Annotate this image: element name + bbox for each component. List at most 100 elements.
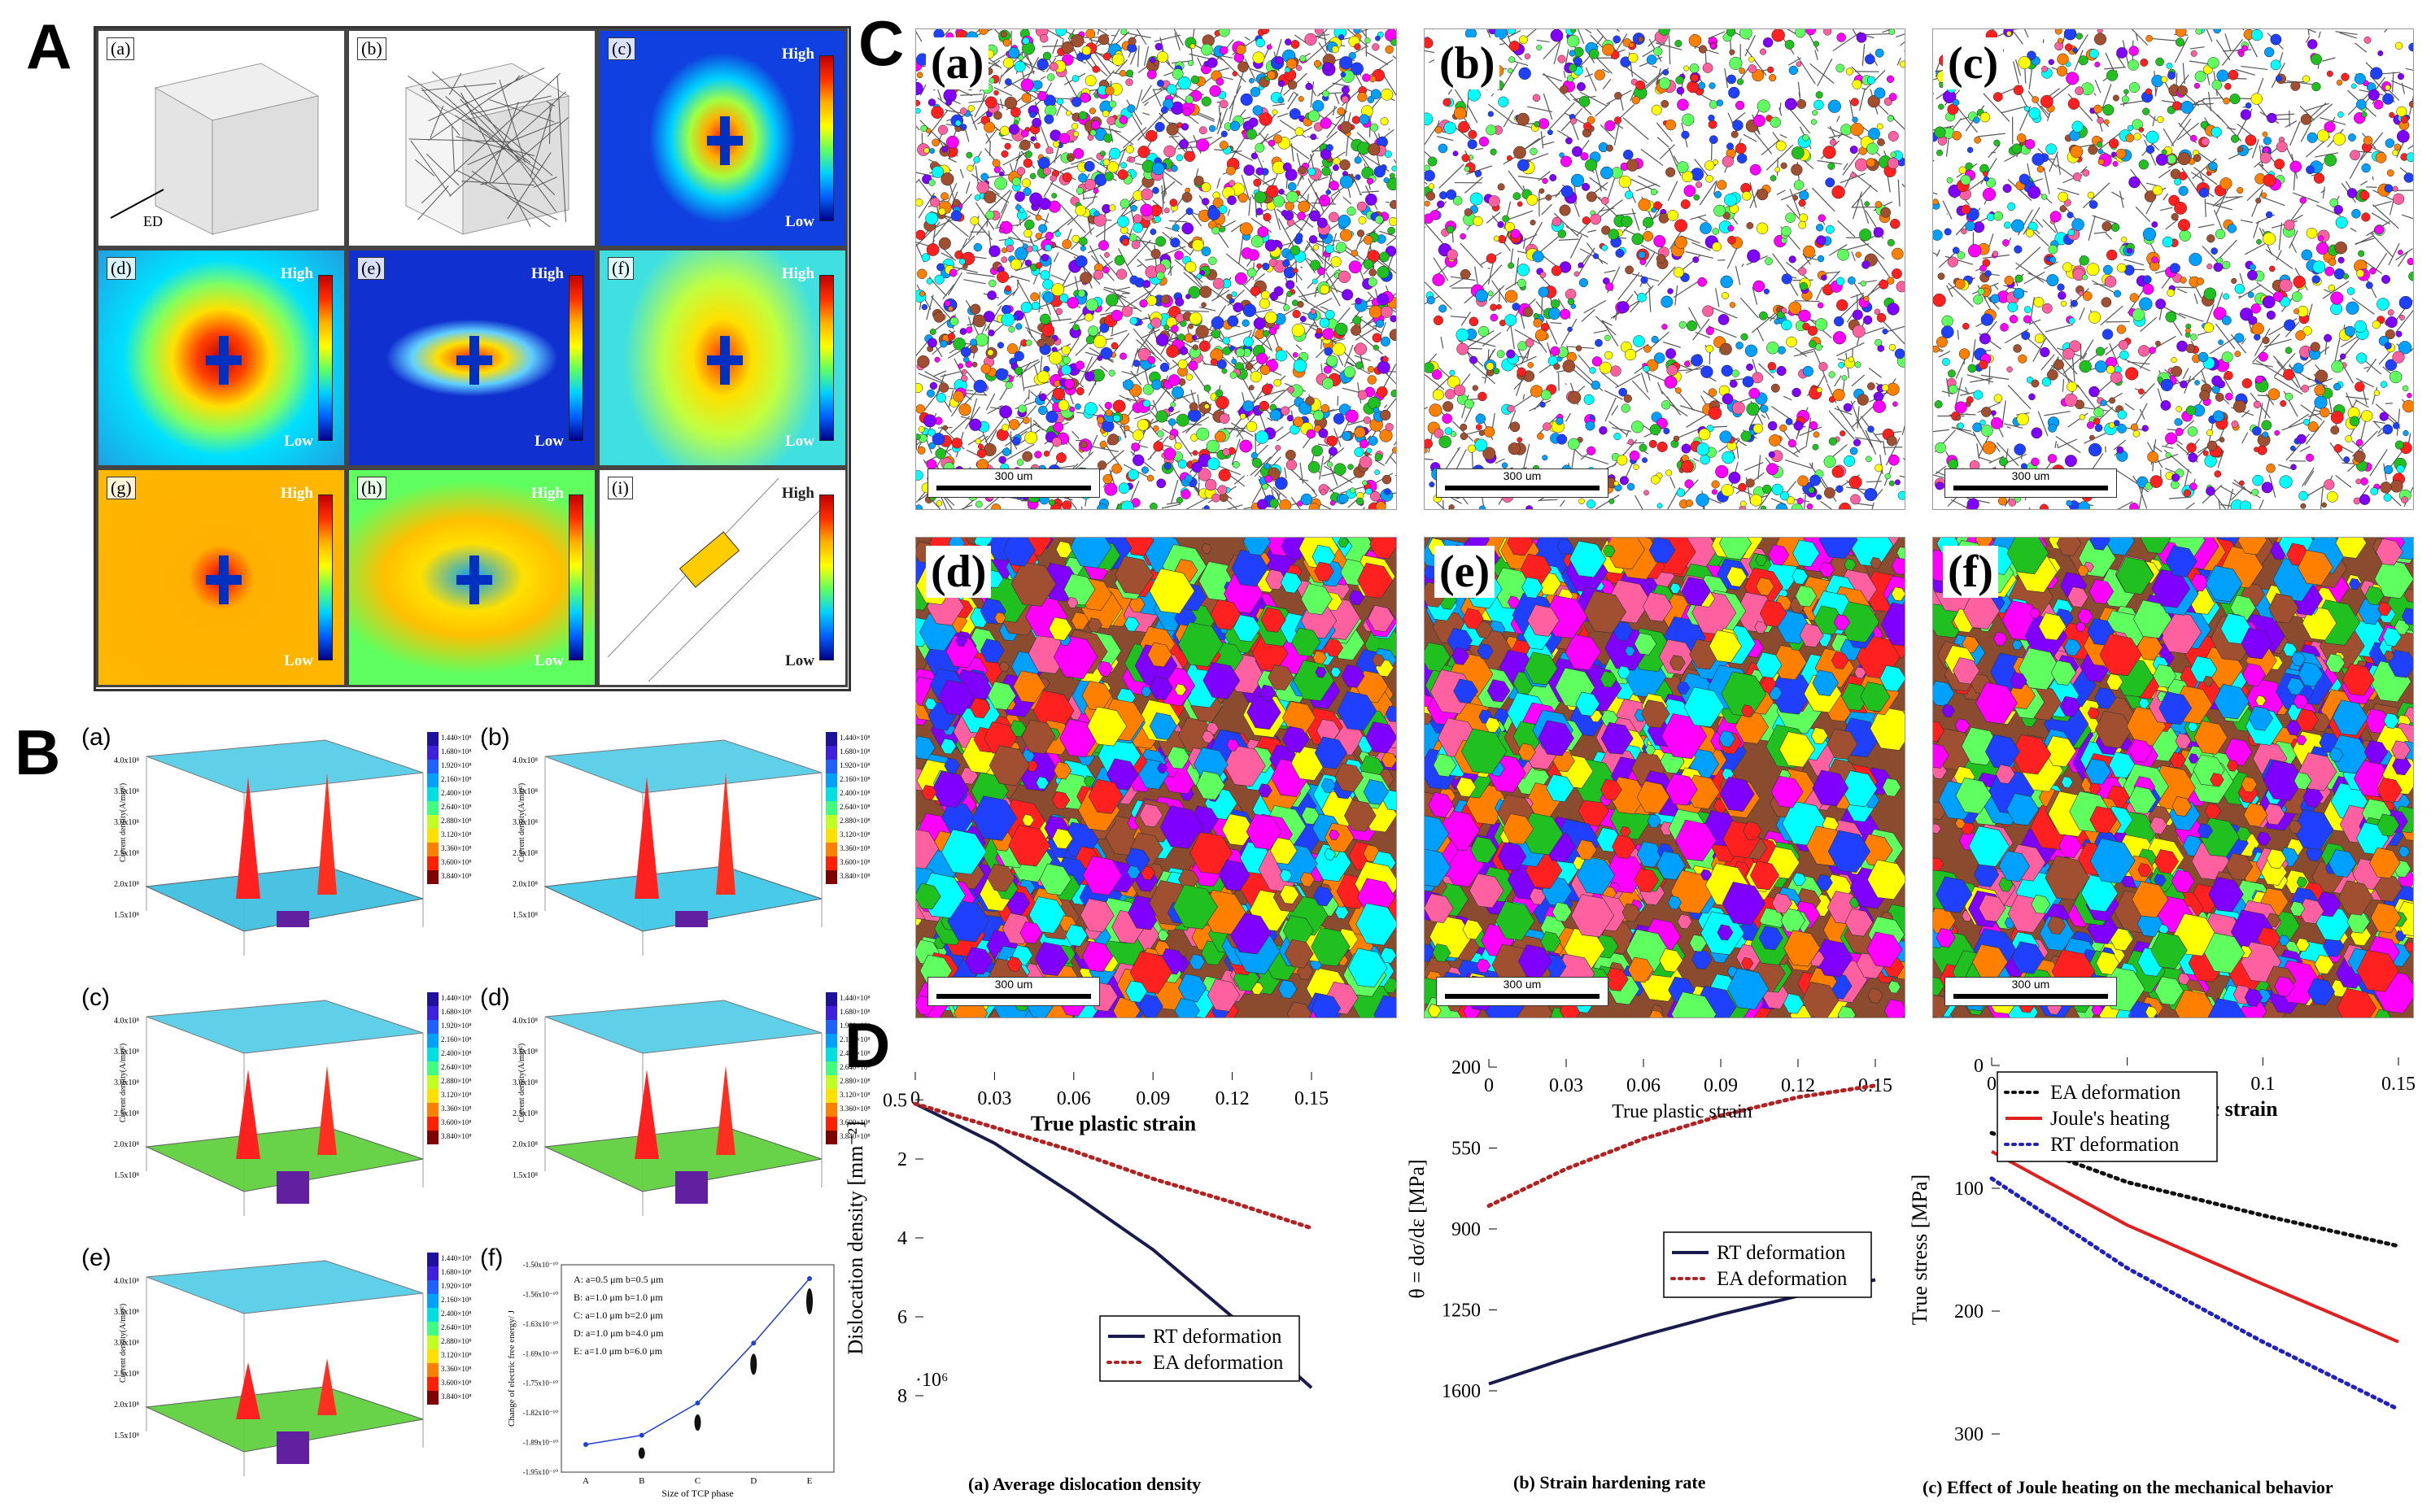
grain-boundary xyxy=(1326,111,1347,138)
grain-cluster xyxy=(1121,237,1130,246)
grain-boundary xyxy=(1278,218,1294,247)
peak xyxy=(716,1065,735,1155)
grain-cluster xyxy=(973,242,983,252)
grain-cluster xyxy=(1805,29,1816,36)
grain-boundary xyxy=(1866,481,1882,483)
grain-cluster xyxy=(1321,166,1331,176)
grain-cluster xyxy=(1114,255,1125,266)
grain-cluster xyxy=(1076,386,1085,396)
grain-boundary xyxy=(1071,157,1093,165)
grain-boundary xyxy=(1817,58,1833,87)
grain-boundary xyxy=(1933,192,1938,195)
grain-boundary xyxy=(1514,257,1520,285)
grain-boundary xyxy=(1601,320,1619,346)
grain-boundary xyxy=(1935,465,1947,475)
grain-cluster xyxy=(1702,305,1714,317)
grain-cluster xyxy=(1550,29,1564,42)
grain-boundary xyxy=(1673,280,1700,298)
grain-cluster xyxy=(1052,387,1066,401)
grain-cluster xyxy=(970,216,980,225)
grain-cluster xyxy=(1105,409,1113,417)
grain-cluster xyxy=(1886,75,1895,83)
colorbar-swatch xyxy=(826,787,837,801)
grain-boundary xyxy=(1317,193,1340,220)
grain-boundary xyxy=(1675,368,1704,372)
grain-cluster xyxy=(1002,447,1011,456)
grain-cluster xyxy=(1189,312,1202,325)
grain-cluster xyxy=(1591,356,1603,367)
grain-cluster xyxy=(1142,399,1150,407)
grain-boundary xyxy=(1335,114,1344,119)
grain-boundary xyxy=(2134,403,2148,428)
colorbar-tick: 2.160×10⁸ xyxy=(441,1035,471,1044)
grain-boundary xyxy=(2373,420,2381,429)
grain-boundary xyxy=(967,272,995,277)
grain-cluster xyxy=(1080,92,1091,103)
grain-cluster xyxy=(1133,359,1141,368)
tile-label: (i) xyxy=(608,477,633,499)
grain-boundary xyxy=(1306,240,1324,264)
grain-cluster xyxy=(1277,80,1285,87)
grain-boundary xyxy=(2100,305,2123,326)
grain-cluster xyxy=(1356,229,1365,237)
grain-boundary xyxy=(2189,46,2205,50)
grain-boundary xyxy=(2369,449,2388,477)
grain-boundary xyxy=(1216,112,1222,130)
grain-cluster xyxy=(1329,500,1336,506)
grain-cluster xyxy=(1037,91,1047,102)
grain-boundary xyxy=(932,215,953,239)
grain-boundary xyxy=(1744,461,1764,471)
grain-cluster xyxy=(1001,304,1011,315)
grain-boundary xyxy=(1102,288,1127,298)
grain-boundary xyxy=(916,221,941,246)
grain-cluster xyxy=(1894,348,1905,359)
grain-boundary xyxy=(1827,127,1853,139)
grain-boundary xyxy=(1136,29,1147,46)
grain-cluster xyxy=(1506,155,1512,161)
grain-boundary xyxy=(2028,507,2031,509)
grain-cluster xyxy=(1366,177,1374,185)
grain-boundary xyxy=(1010,82,1038,100)
grain-cluster xyxy=(1163,207,1170,214)
grain-cluster xyxy=(1854,158,1868,172)
grain-boundary xyxy=(1392,55,1396,59)
grain-boundary xyxy=(2080,166,2088,174)
grain-boundary xyxy=(1100,312,1114,316)
grain-cluster xyxy=(1863,315,1873,325)
grain-boundary xyxy=(1225,504,1243,509)
colorbar-tick: 2.160×10⁸ xyxy=(441,1296,471,1304)
grain-boundary xyxy=(1952,426,1976,437)
grain-boundary xyxy=(1262,177,1276,185)
grain-cluster xyxy=(1580,152,1589,161)
grain-cluster xyxy=(1425,447,1428,454)
fem-grid: ED (a) (b) (c) High Low (d) High Low (e) High Low (f… xyxy=(94,26,851,691)
grain-boundary xyxy=(1271,386,1291,404)
grain-boundary xyxy=(1507,30,1521,38)
colorbar-high-label: High xyxy=(280,485,313,502)
grain-cluster xyxy=(1888,343,1896,351)
colorbar-high-label: High xyxy=(280,265,313,282)
grain-cluster xyxy=(1196,427,1210,441)
grain-cluster xyxy=(1691,354,1704,367)
grain-cluster xyxy=(1681,170,1694,183)
grain-boundary xyxy=(997,291,1015,307)
grain-cluster xyxy=(1630,420,1644,434)
grain-boundary xyxy=(2256,281,2276,296)
grain-cluster xyxy=(1222,448,1231,456)
grain-cluster xyxy=(1014,351,1024,362)
grain-boundary xyxy=(1475,148,1484,150)
grain-boundary xyxy=(996,203,1008,228)
grain-cluster xyxy=(1863,295,1870,302)
grain-boundary xyxy=(1455,449,1467,472)
fem-tile: (f) High Low xyxy=(597,248,848,468)
colorbar-high-label: High xyxy=(781,265,814,282)
grain-boundary xyxy=(2092,215,2118,224)
grain-boundary xyxy=(1599,207,1615,212)
grain-cluster xyxy=(1071,97,1082,107)
colorbar-tick: 3.840×10⁸ xyxy=(441,1392,471,1401)
grain-cluster xyxy=(1717,314,1730,325)
grain-boundary xyxy=(1582,455,1609,465)
grain-cluster xyxy=(1065,110,1071,116)
grain-cluster xyxy=(1307,168,1316,176)
grain-boundary xyxy=(1290,497,1301,509)
